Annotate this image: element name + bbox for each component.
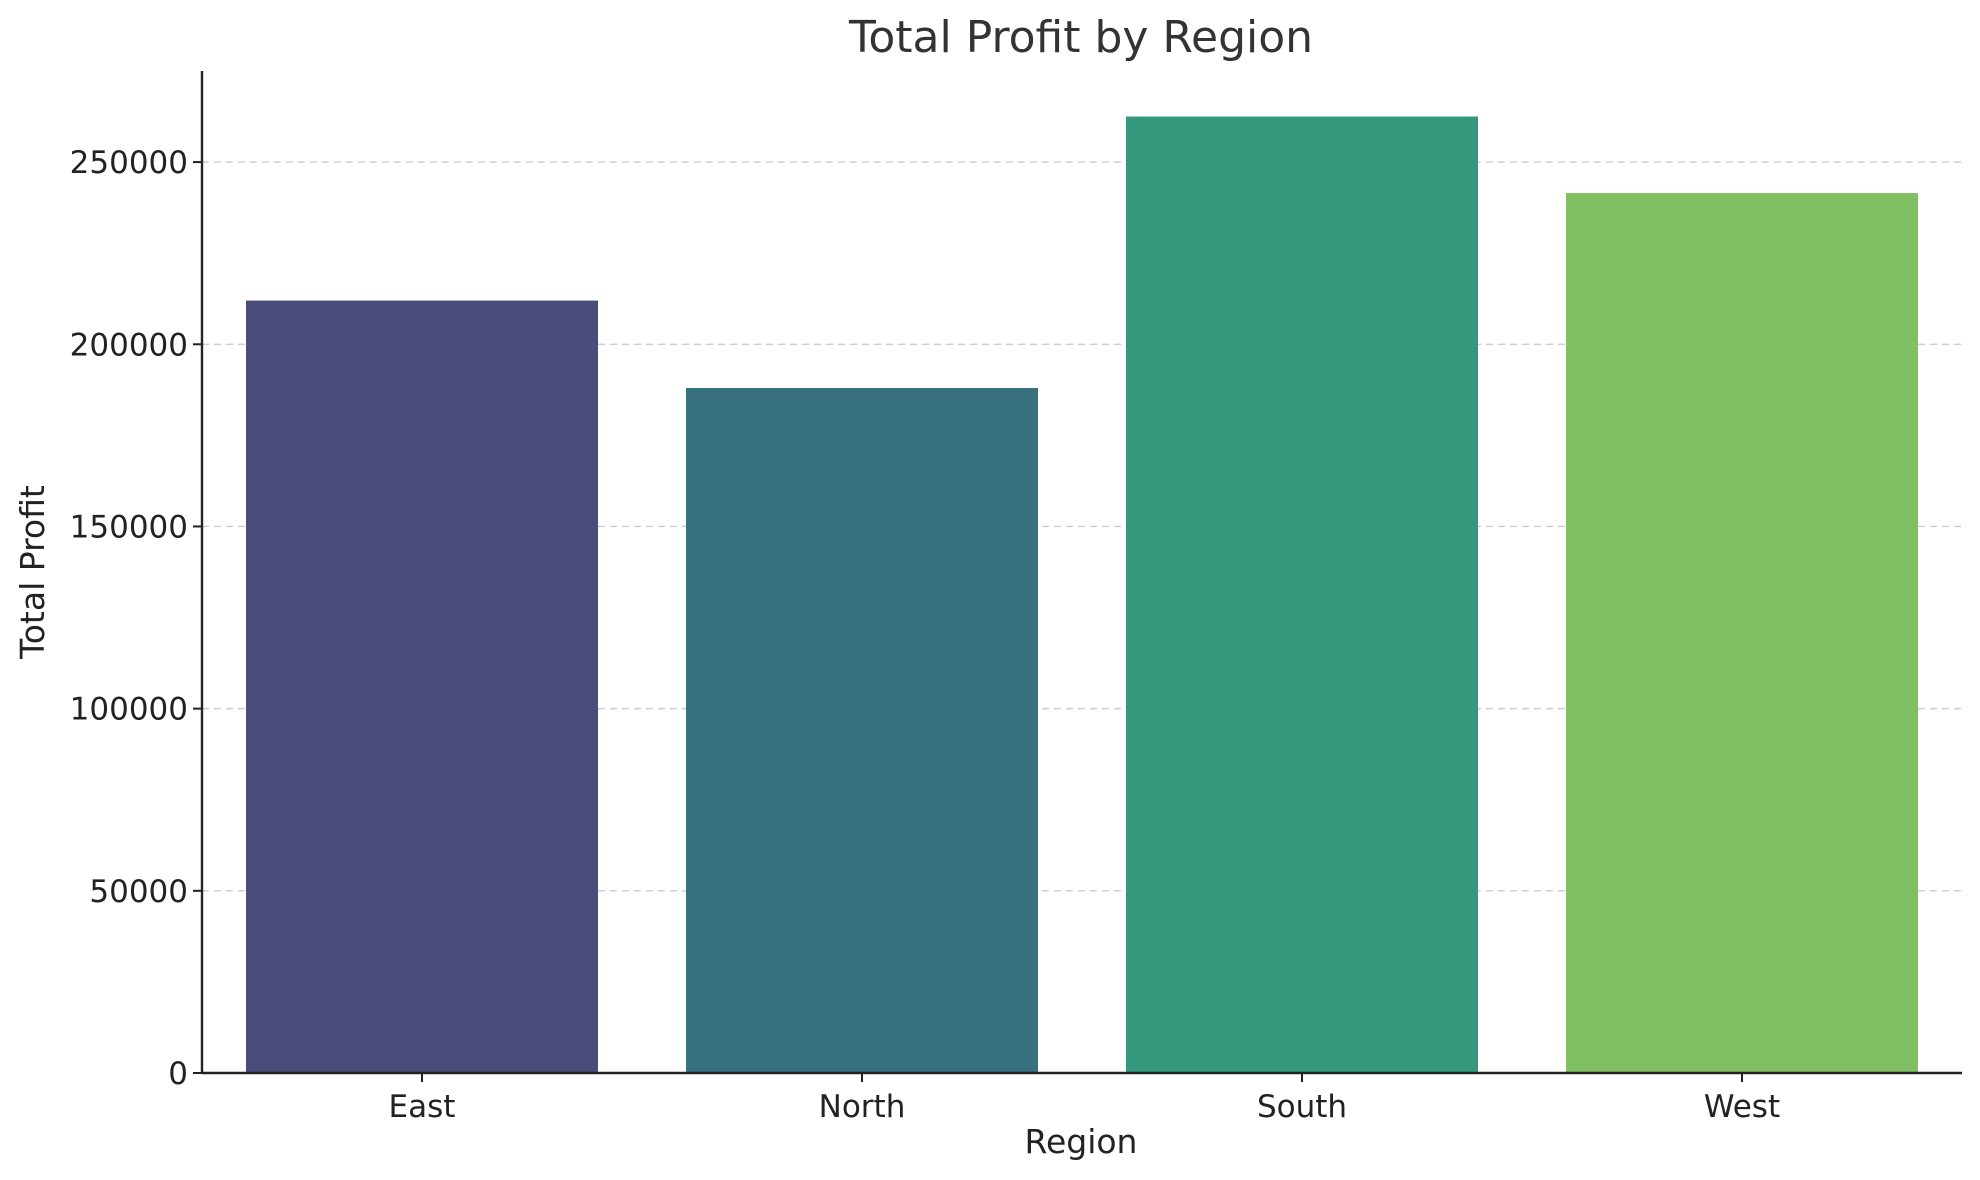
bar-east bbox=[246, 300, 598, 1074]
y-axis-title: Total Profit bbox=[13, 485, 52, 660]
x-ticks: East North South West bbox=[389, 1073, 1780, 1125]
x-tick-label: North bbox=[819, 1089, 906, 1125]
x-axis-title: Region bbox=[1025, 1122, 1138, 1161]
y-tick-label: 200000 bbox=[70, 327, 188, 363]
axes bbox=[200, 71, 1962, 1075]
bar-west bbox=[1566, 193, 1918, 1073]
x-tick-label: South bbox=[1257, 1089, 1347, 1125]
x-tick-label: West bbox=[1704, 1089, 1780, 1125]
bars bbox=[246, 116, 1918, 1074]
y-tick-label: 0 bbox=[168, 1056, 188, 1092]
y-tick-label: 250000 bbox=[70, 145, 188, 181]
x-tick-label: East bbox=[389, 1089, 456, 1125]
y-tick-label: 100000 bbox=[70, 692, 188, 728]
bar-south bbox=[1126, 116, 1478, 1073]
bar-north bbox=[686, 387, 1038, 1074]
y-tick-label: 150000 bbox=[70, 509, 188, 545]
chart-title: Total Profit by Region bbox=[848, 12, 1313, 63]
y-ticks: 0 50000 100000 150000 200000 250000 bbox=[70, 145, 202, 1092]
y-tick-label: 50000 bbox=[89, 874, 188, 910]
